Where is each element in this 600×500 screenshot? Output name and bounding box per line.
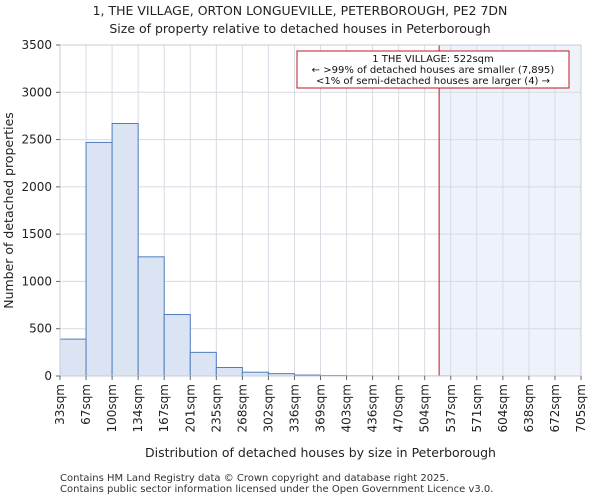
histogram-bar [137, 256, 165, 377]
x-tick-label: 33sqm [53, 384, 67, 425]
y-tick-label: 2000 [21, 180, 52, 194]
y-axis-label: Number of detached properties [1, 112, 16, 309]
annotation-frame [296, 50, 570, 89]
histogram-bar [59, 338, 87, 377]
x-tick-label: 705sqm [574, 384, 588, 432]
y-tick-label: 500 [29, 322, 52, 336]
x-tick-label: 470sqm [392, 384, 406, 432]
chart-title: 1, THE VILLAGE, ORTON LONGUEVILLE, PETER… [0, 2, 600, 38]
attribution-footer: Contains HM Land Registry data © Crown c… [60, 473, 493, 495]
attribution-line-1: Contains HM Land Registry data © Crown c… [60, 473, 449, 484]
x-tick-label: 571sqm [470, 384, 484, 432]
histogram-bar [111, 122, 139, 377]
histogram-bar [189, 351, 217, 377]
x-tick-label: 201sqm [183, 384, 197, 432]
x-tick-label: 167sqm [157, 384, 171, 432]
annotation-box: 1 THE VILLAGE: 522sqm ← >99% of detached… [296, 50, 570, 89]
x-tick-label: 268sqm [235, 384, 249, 432]
y-tick-label: 1000 [21, 274, 52, 288]
x-tick-label: 336sqm [287, 384, 301, 432]
x-tick-label: 672sqm [548, 384, 562, 432]
annotation-line-1: 1 THE VILLAGE: 522sqm [372, 54, 494, 65]
x-tick-label: 638sqm [522, 384, 536, 432]
bars [59, 122, 452, 377]
x-tick-label: 369sqm [314, 384, 328, 432]
attribution-line-2: Contains public sector information licen… [60, 484, 494, 495]
y-tick-label: 3000 [21, 85, 52, 99]
x-tick-label: 504sqm [418, 384, 432, 432]
x-axis-ticks: 33sqm 67sqm 100sqm 134sqm 167sqm 201sqm 235sqm… [53, 376, 588, 432]
y-tick-label: 2500 [21, 133, 52, 147]
y-axis-ticks: 0 500 1000 1500 2000 2500 3000 3500 [21, 38, 60, 383]
x-tick-label: 604sqm [496, 384, 510, 432]
annotation-line-2: ← >99% of detached houses are smaller (7… [312, 65, 555, 76]
x-tick-label: 403sqm [340, 384, 354, 432]
x-tick-label: 302sqm [261, 384, 275, 432]
annotation-line-3: <1% of semi-detached houses are larger (… [316, 76, 550, 87]
above-property-region [439, 45, 581, 376]
x-tick-label: 235sqm [209, 384, 223, 432]
chart-title-line-1: 1, THE VILLAGE, ORTON LONGUEVILLE, PETER… [92, 3, 508, 18]
histogram-bar [163, 314, 191, 377]
histogram-bar [241, 371, 269, 377]
x-tick-label: 67sqm [79, 384, 93, 425]
y-tick-label: 0 [44, 369, 52, 383]
x-tick-label: 537sqm [444, 384, 458, 432]
x-tick-label: 134sqm [131, 384, 145, 432]
x-tick-label: 100sqm [105, 384, 119, 432]
x-tick-label: 436sqm [366, 384, 380, 432]
histogram-bar [215, 366, 243, 377]
y-tick-label: 1500 [21, 227, 52, 241]
chart-title-line-2: Size of property relative to detached ho… [109, 21, 491, 36]
histogram-bar [85, 141, 113, 377]
x-axis-label: Distribution of detached houses by size … [145, 445, 496, 460]
y-tick-label: 3500 [21, 38, 52, 52]
